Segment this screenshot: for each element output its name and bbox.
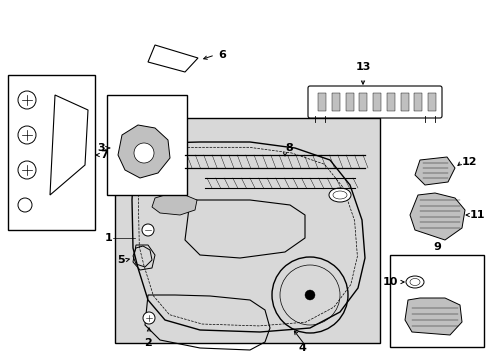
Bar	[8, 75, 95, 230]
Text: 6: 6	[218, 50, 225, 60]
Bar	[427, 93, 435, 111]
Bar	[389, 255, 483, 347]
Polygon shape	[135, 149, 184, 172]
Text: 1: 1	[104, 233, 112, 243]
Bar	[331, 93, 339, 111]
Polygon shape	[404, 298, 461, 335]
FancyBboxPatch shape	[307, 86, 441, 118]
Text: 4: 4	[298, 343, 305, 353]
Bar	[107, 95, 186, 195]
Bar	[317, 93, 325, 111]
Bar	[345, 93, 353, 111]
Text: 2: 2	[144, 338, 152, 348]
Text: 3: 3	[97, 143, 105, 153]
Text: 9: 9	[432, 242, 440, 252]
Polygon shape	[158, 170, 178, 200]
Text: 5: 5	[117, 255, 125, 265]
Circle shape	[134, 143, 154, 163]
Bar	[115, 118, 379, 343]
Text: 11: 11	[469, 210, 485, 220]
Circle shape	[18, 126, 36, 144]
Bar	[359, 93, 366, 111]
Ellipse shape	[328, 188, 350, 202]
Ellipse shape	[405, 276, 423, 288]
Text: 13: 13	[355, 62, 370, 72]
Text: 12: 12	[461, 157, 476, 167]
Circle shape	[18, 198, 32, 212]
Text: 7: 7	[100, 150, 107, 160]
Text: 10: 10	[382, 277, 397, 287]
Circle shape	[18, 91, 36, 109]
Circle shape	[18, 161, 36, 179]
Bar	[120, 130, 142, 140]
Text: 8: 8	[285, 143, 292, 153]
Circle shape	[305, 290, 314, 300]
Polygon shape	[414, 157, 454, 185]
Circle shape	[142, 312, 155, 324]
Polygon shape	[409, 193, 464, 240]
Bar	[386, 93, 394, 111]
Bar	[372, 93, 380, 111]
Polygon shape	[152, 195, 197, 215]
Circle shape	[142, 224, 154, 236]
Polygon shape	[118, 125, 170, 178]
Bar	[400, 93, 407, 111]
Bar	[413, 93, 421, 111]
